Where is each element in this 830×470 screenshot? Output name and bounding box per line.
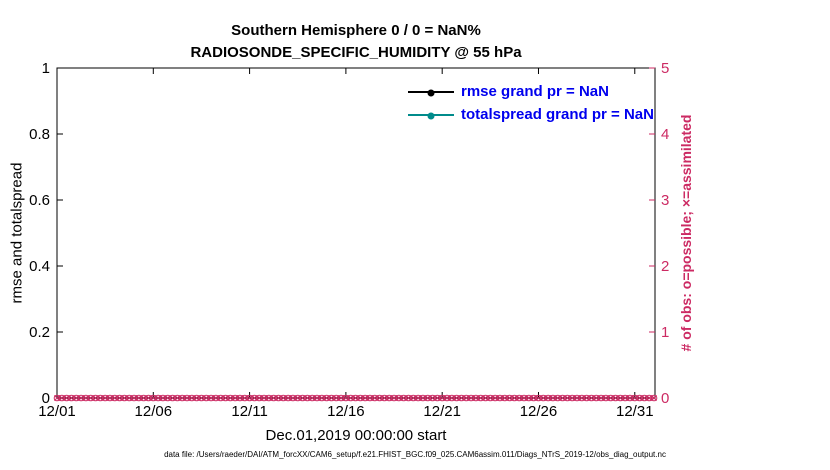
left-y-tick-label: 0.2 (29, 324, 50, 341)
right-y-tick-label: 4 (661, 126, 669, 143)
legend-label-rmse: rmse grand pr = NaN (461, 83, 609, 100)
x-tick-label: 12/01 (38, 403, 76, 420)
left-y-tick-label: 0 (42, 390, 50, 407)
totalspread-line-marker (408, 112, 454, 119)
x-axis-label: Dec.01,2019 00:00:00 start (265, 427, 447, 444)
x-tick-label: 12/21 (423, 403, 461, 420)
x-tick-label: 12/31 (616, 403, 654, 420)
x-tick-label: 12/26 (520, 403, 558, 420)
legend: rmse grand pr = NaN totalspread grand pr… (408, 80, 654, 126)
x-axis-ticks: 12/01 12/06 12/11 12/16 12/21 12/26 12/31 (38, 68, 654, 420)
data-file-caption: data file: /Users/raeder/DAI/ATM_forcXX/… (164, 450, 666, 459)
x-tick-label: 12/06 (135, 403, 173, 420)
legend-item-totalspread: totalspread grand pr = NaN (408, 103, 654, 126)
left-y-axis-ticks: 0 0.2 0.4 0.6 0.8 1 (29, 60, 63, 407)
rmse-line-marker (408, 89, 454, 96)
rmse-dot-icon (427, 89, 435, 96)
right-y-tick-label: 3 (661, 192, 669, 209)
legend-label-totalspread: totalspread grand pr = NaN (461, 106, 654, 123)
right-y-tick-label: 1 (661, 324, 669, 341)
x-tick-label: 12/11 (231, 403, 267, 420)
left-y-tick-label: 0.6 (29, 192, 50, 209)
legend-item-rmse: rmse grand pr = NaN (408, 80, 654, 103)
right-y-axis-ticks: 0 1 2 3 4 5 (649, 60, 669, 407)
chart-title-line1: Southern Hemisphere 0 / 0 = NaN% (231, 22, 481, 39)
chart-title-line2: RADIOSONDE_SPECIFIC_HUMIDITY @ 55 hPa (190, 44, 522, 61)
right-y-tick-label: 0 (661, 390, 669, 407)
left-y-tick-label: 0.4 (29, 258, 50, 275)
obs-markers-possible (53, 394, 658, 402)
left-y-tick-label: 1 (42, 60, 50, 77)
right-y-tick-label: 5 (661, 60, 669, 77)
obs-markers-assimilated (54, 395, 657, 401)
left-y-tick-label: 0.8 (29, 126, 50, 143)
x-tick-label: 12/16 (327, 403, 365, 420)
right-y-tick-label: 2 (661, 258, 669, 275)
totalspread-dot-icon (427, 112, 435, 119)
